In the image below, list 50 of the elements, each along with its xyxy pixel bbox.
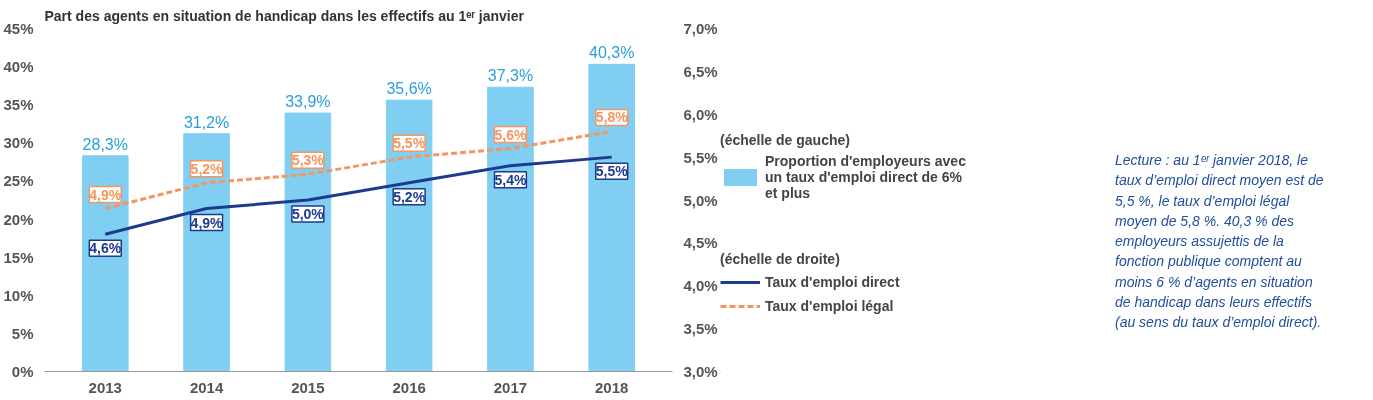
y2-tick-label: 4,5% bbox=[683, 234, 718, 252]
legend-label: Proportion d'employeurs avec un taux d'emploi direct de 6% et plus bbox=[765, 153, 966, 201]
data-label: 5,6% bbox=[494, 126, 527, 143]
y2-tick-label: 3,5% bbox=[683, 320, 718, 338]
y2-tick-label: 7,0% bbox=[683, 20, 718, 37]
chart-title: Part des agents en situation de handicap dans les effectifs au 1ᵉʳ janvier bbox=[44, 7, 525, 24]
y2-tick-label: 6,0% bbox=[683, 105, 718, 123]
data-label: 35,6% bbox=[386, 80, 432, 98]
x-tick-label: 2015 bbox=[291, 378, 325, 396]
bar bbox=[487, 86, 534, 372]
y-tick-label: 35% bbox=[3, 96, 34, 114]
y2-tick-label: 3,0% bbox=[683, 363, 718, 380]
data-label: 28,3% bbox=[82, 135, 128, 153]
data-label: 5,5% bbox=[595, 163, 629, 180]
data-label: 4,9% bbox=[89, 186, 122, 203]
y-tick-label: 45% bbox=[3, 20, 34, 37]
x-tick-label: 2017 bbox=[493, 378, 528, 396]
y-tick-label: 40% bbox=[3, 58, 34, 76]
data-label: 40,3% bbox=[589, 44, 635, 62]
bar bbox=[588, 63, 636, 372]
x-tick-label: 2013 bbox=[88, 378, 122, 396]
bar bbox=[183, 133, 230, 372]
x-tick-label: 2014 bbox=[189, 378, 224, 396]
data-label: 37,3% bbox=[487, 67, 534, 85]
y-tick-label: 0% bbox=[11, 363, 34, 380]
data-label: 5,8% bbox=[595, 109, 629, 126]
y-tick-label: 15% bbox=[3, 248, 34, 266]
legend-label: Taux d'emploi légal bbox=[765, 298, 894, 314]
y-tick-label: 5% bbox=[11, 324, 34, 342]
y2-tick-label: 6,5% bbox=[683, 62, 718, 80]
y-tick-label: 10% bbox=[3, 286, 34, 304]
y-tick-label: 30% bbox=[3, 134, 34, 152]
y-tick-label: 25% bbox=[3, 172, 34, 190]
x-tick-label: 2018 bbox=[595, 378, 629, 396]
data-label: 31,2% bbox=[183, 113, 230, 131]
data-label: 5,4% bbox=[494, 171, 527, 188]
data-label: 4,9% bbox=[190, 214, 224, 231]
data-label: 4,6% bbox=[89, 240, 122, 257]
y-tick-label: 20% bbox=[3, 210, 34, 228]
text: Lecture : au 1ᵉʳ janvier 2018, le taux d’emploi direct moyen est de 5,5 %, le taux d’emploi légal moyen de 5,8 %. 40,3 % des employeurs assujettis de la fonction publique comptent au moins 6 % d’agents en situation de handicap dans leurs effectifs (au sens du taux d’emploi direct). bbox=[1115, 152, 1324, 331]
y2-tick-label: 5,5% bbox=[683, 148, 718, 166]
y2-tick-label: 4,0% bbox=[683, 277, 718, 295]
bar bbox=[81, 155, 129, 372]
text: (échelle de droite) bbox=[720, 251, 841, 267]
data-label: 5,2% bbox=[190, 160, 224, 177]
x-tick-label: 2016 bbox=[392, 378, 426, 396]
y2-tick-label: 5,0% bbox=[683, 191, 718, 209]
legend-label: Taux d'emploi direct bbox=[765, 274, 900, 290]
data-label: 33,9% bbox=[285, 93, 331, 111]
text: (échelle de gauche) bbox=[720, 132, 851, 148]
